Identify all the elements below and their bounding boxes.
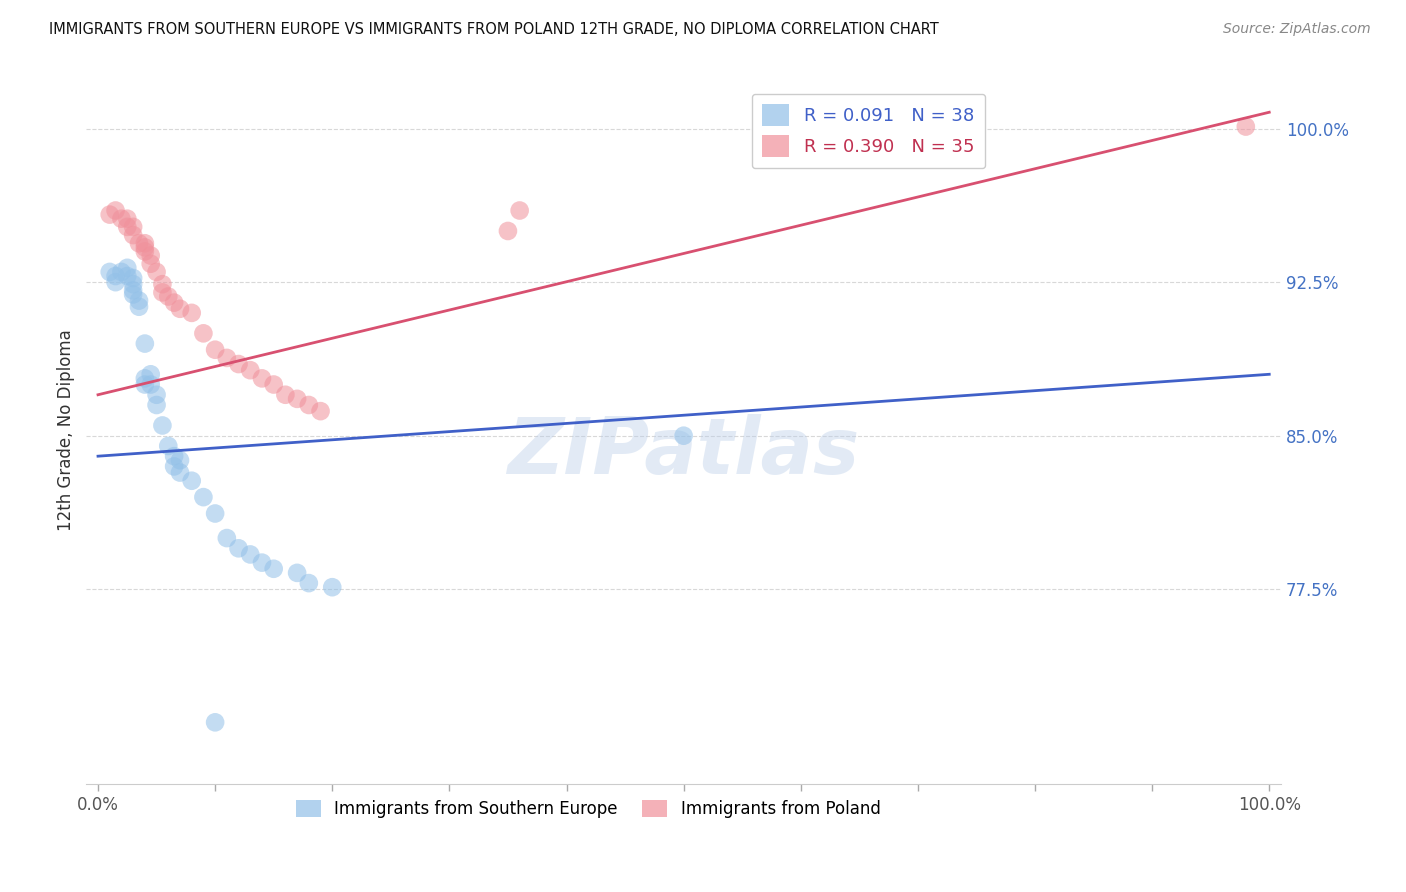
Text: Source: ZipAtlas.com: Source: ZipAtlas.com <box>1223 22 1371 37</box>
Point <box>250 371 273 385</box>
Point <box>672 428 695 442</box>
Point <box>157 439 180 453</box>
Point <box>134 377 156 392</box>
Point <box>134 371 156 385</box>
Point <box>239 363 262 377</box>
Point <box>139 248 162 262</box>
Point <box>169 301 191 316</box>
Point <box>117 260 139 275</box>
Point <box>204 343 226 357</box>
Point <box>122 219 145 234</box>
Point <box>122 287 145 301</box>
Point <box>134 244 156 259</box>
Point <box>204 715 226 730</box>
Point <box>321 580 343 594</box>
Point <box>139 257 162 271</box>
Point <box>193 326 215 341</box>
Point <box>228 357 250 371</box>
Point <box>204 507 226 521</box>
Point <box>117 268 139 283</box>
Point <box>298 576 321 591</box>
Point <box>122 277 145 292</box>
Point <box>169 453 191 467</box>
Point <box>110 211 132 226</box>
Legend: Immigrants from Southern Europe, Immigrants from Poland: Immigrants from Southern Europe, Immigra… <box>288 793 887 825</box>
Point <box>122 271 145 285</box>
Point <box>215 531 238 545</box>
Point <box>128 236 150 251</box>
Point <box>509 203 531 218</box>
Point <box>134 336 156 351</box>
Y-axis label: 12th Grade, No Diploma: 12th Grade, No Diploma <box>58 330 75 532</box>
Point <box>228 541 250 556</box>
Point <box>145 398 167 412</box>
Point <box>104 203 127 218</box>
Point <box>285 566 308 580</box>
Point <box>134 240 156 254</box>
Point <box>1234 120 1257 134</box>
Text: IMMIGRANTS FROM SOUTHERN EUROPE VS IMMIGRANTS FROM POLAND 12TH GRADE, NO DIPLOMA: IMMIGRANTS FROM SOUTHERN EUROPE VS IMMIG… <box>49 22 939 37</box>
Point <box>250 556 273 570</box>
Point <box>180 474 202 488</box>
Point <box>309 404 332 418</box>
Point <box>139 377 162 392</box>
Point <box>117 219 139 234</box>
Point <box>104 268 127 283</box>
Point <box>117 211 139 226</box>
Point <box>263 377 285 392</box>
Point <box>193 490 215 504</box>
Point <box>110 265 132 279</box>
Point <box>163 295 186 310</box>
Point <box>98 208 121 222</box>
Point <box>274 388 297 402</box>
Point <box>134 236 156 251</box>
Point <box>145 388 167 402</box>
Point <box>298 398 321 412</box>
Point <box>157 289 180 303</box>
Point <box>128 293 150 308</box>
Point <box>98 265 121 279</box>
Point <box>180 306 202 320</box>
Point <box>122 228 145 243</box>
Point <box>496 224 519 238</box>
Point <box>263 562 285 576</box>
Point <box>285 392 308 406</box>
Point <box>139 368 162 382</box>
Point <box>163 449 186 463</box>
Point <box>122 284 145 298</box>
Text: ZIPatlas: ZIPatlas <box>508 414 859 490</box>
Point <box>104 275 127 289</box>
Point <box>163 459 186 474</box>
Point <box>152 277 174 292</box>
Point <box>128 300 150 314</box>
Point <box>169 466 191 480</box>
Point <box>215 351 238 365</box>
Point <box>152 285 174 300</box>
Point <box>145 265 167 279</box>
Point <box>152 418 174 433</box>
Point <box>239 548 262 562</box>
